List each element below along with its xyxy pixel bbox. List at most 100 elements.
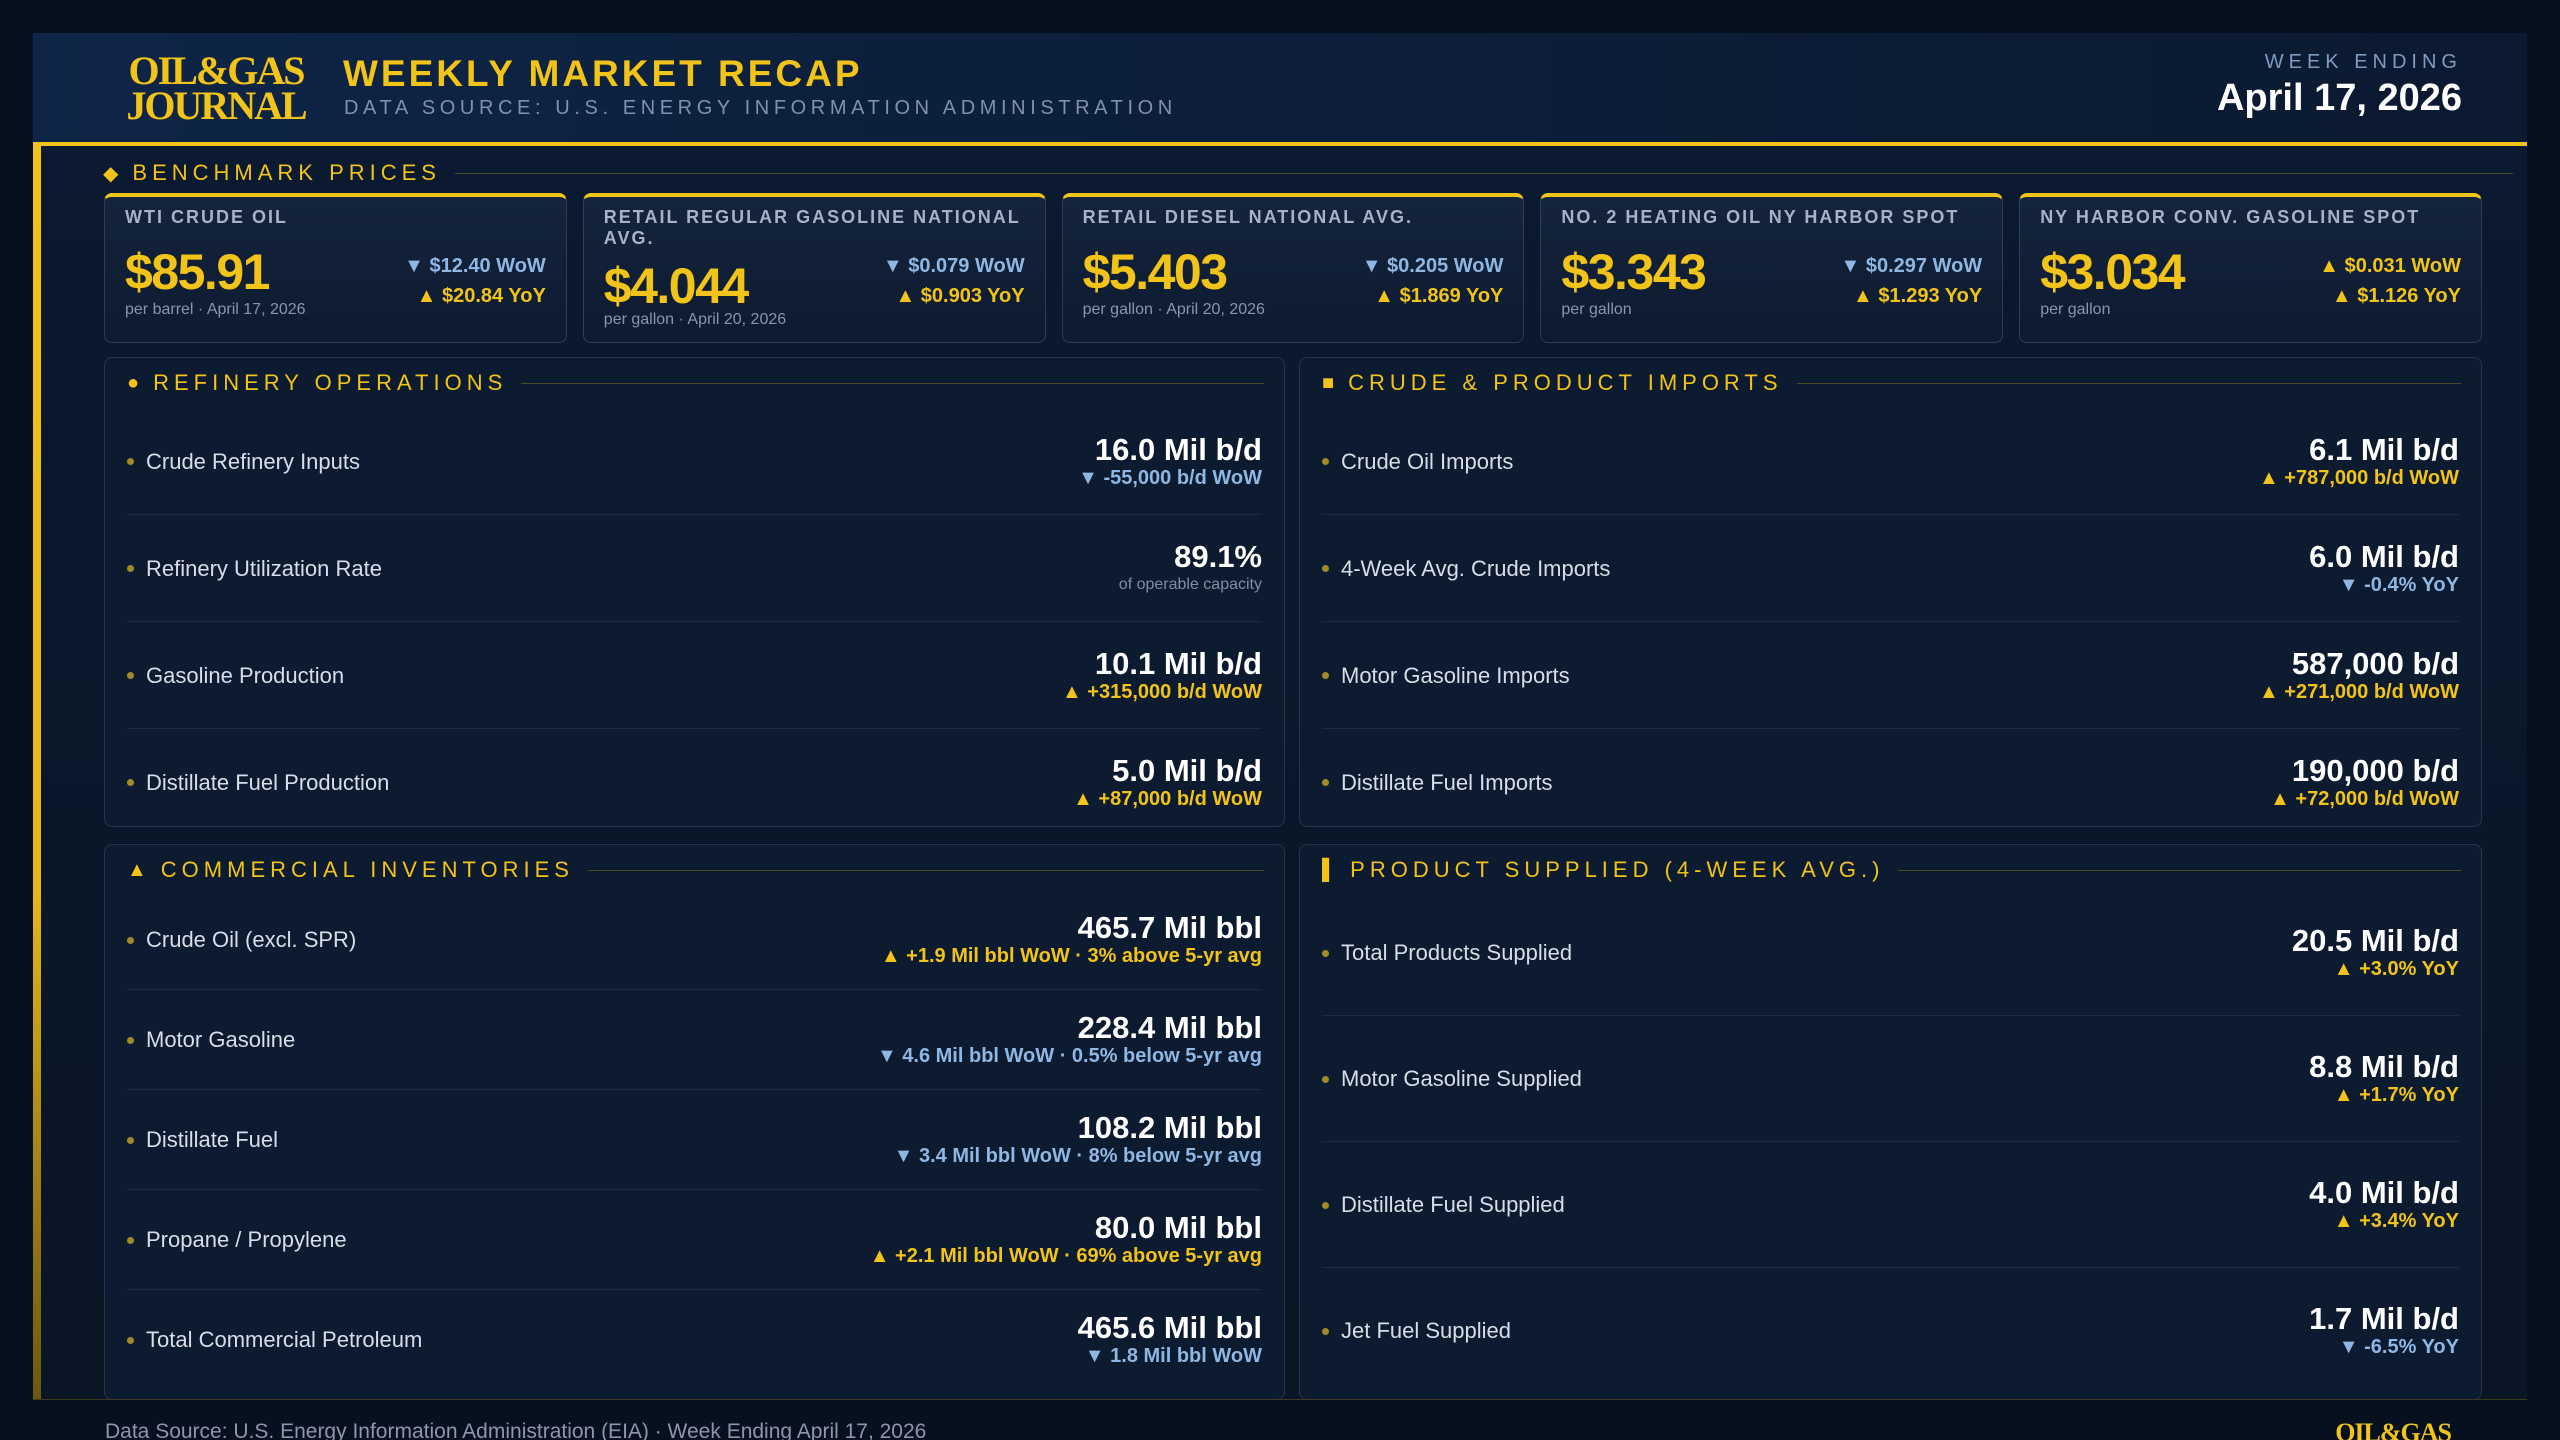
inventories-heading-text: COMMERCIAL INVENTORIES — [160, 857, 574, 882]
refinery-heading: ● REFINERY OPERATIONS — [127, 370, 1264, 396]
metric-change: ▲ +3.4% YoY — [2333, 1210, 2459, 1232]
metric-label: Total Products Supplied — [1322, 940, 1572, 966]
refinery-heading-text: REFINERY OPERATIONS — [153, 370, 508, 395]
metric-value: 587,000 b/d — [2291, 645, 2459, 681]
benchmark-card: RETAIL DIESEL NATIONAL AVG. $5.403 per gal… — [1061, 193, 1525, 343]
metric-row: Propane / Propylene 80.0 Mil bbl ▲ +2.1 Mi… — [127, 1190, 1262, 1290]
heading-rule — [521, 382, 1264, 384]
metric-value: 465.6 Mil bbl — [1077, 1310, 1262, 1345]
metric-change: ▲ +271,000 b/d WoW — [2258, 680, 2459, 703]
metric-label: Crude Oil (excl. SPR) — [127, 927, 356, 953]
metric-row: Motor Gasoline Supplied 8.8 Mil b/d ▲ +1.7… — [1322, 1016, 2459, 1142]
header: OIL&GAS JOURNAL WEEKLY MARKET RECAP DATA… — [33, 33, 2527, 146]
card-label: RETAIL REGULAR GASOLINE NATIONAL AVG. — [603, 207, 1021, 248]
week-ending-date: April 17, 2026 — [2216, 77, 2462, 119]
metric-row: Crude Oil Imports 6.1 Mil b/d ▲ +787,000 b… — [1322, 408, 2459, 515]
wow-change: ▲ $0.031 WoW — [2319, 255, 2461, 277]
metric-label-text: Jet Fuel Supplied — [1341, 1318, 1511, 1343]
metric-value: 465.7 Mil bbl — [1077, 910, 1262, 945]
card-value: $4.044 — [603, 258, 749, 314]
footer-logo: OIL&GAS — [2335, 1418, 2452, 1440]
metric-row: Crude Oil (excl. SPR) 465.7 Mil bbl ▲ +1.9… — [127, 890, 1262, 990]
card-label: NO. 2 HEATING OIL NY HARBOR SPOT — [1561, 207, 1960, 227]
metric-row: Crude Refinery Inputs 16.0 Mil b/d ▼ -55,0… — [127, 408, 1262, 515]
metric-label-text: Crude Refinery Inputs — [146, 448, 360, 474]
metric-value: 5.0 Mil b/d — [1112, 752, 1262, 788]
card-label: RETAIL DIESEL NATIONAL AVG. — [1082, 207, 1413, 227]
metric-label: Distillate Fuel Production — [127, 770, 389, 796]
card-sub: per gallon · April 20, 2026 — [603, 311, 787, 328]
benchmark-card: NY HARBOR CONV. GASOLINE SPOT $3.034 per g… — [2019, 193, 2482, 343]
metric-label-text: Total Products Supplied — [1341, 940, 1573, 965]
metric-change: ▼ -6.5% YoY — [2338, 1336, 2459, 1358]
metric-value: 4.0 Mil b/d — [2309, 1175, 2459, 1210]
logo-line2: JOURNAL — [126, 83, 307, 128]
metric-label-text: Gasoline Production — [146, 662, 345, 688]
card-changes: ▼ $0.297 WoW ▲ $1.293 YoY — [1840, 251, 1982, 311]
metric-label: Refinery Utilization Rate — [127, 556, 382, 582]
card-sub: per gallon · April 20, 2026 — [1082, 301, 1265, 318]
metric-change: ▲ +2.1 Mil bbl WoW · 69% above 5-yr avg — [869, 1245, 1262, 1267]
accent-side-bar — [33, 146, 41, 1399]
heading-rule — [454, 172, 2513, 174]
bullet-dot — [1322, 458, 1329, 465]
metric-label: Motor Gasoline Imports — [1322, 663, 1570, 689]
metric-value: 6.1 Mil b/d — [2309, 431, 2459, 467]
metric-label: Distillate Fuel Supplied — [1322, 1192, 1565, 1218]
wow-change: ▼ $0.297 WoW — [1840, 255, 1983, 277]
metric-label: Jet Fuel Supplied — [1322, 1318, 1511, 1344]
bullet-dot — [1322, 1327, 1329, 1335]
card-sub: per gallon — [1561, 301, 1632, 318]
metric-row: Total Commercial Petroleum 465.6 Mil bbl ▼… — [127, 1290, 1262, 1390]
metric-row: 4-Week Avg. Crude Imports 6.0 Mil b/d ▼ -0… — [1322, 515, 2459, 622]
bullet-dot — [127, 1136, 134, 1144]
metric-change: ▼ 1.8 Mil bbl WoW — [1084, 1345, 1262, 1367]
metric-label: Crude Oil Imports — [1322, 449, 1513, 475]
bullet-dot — [127, 779, 134, 786]
metric-row: Distillate Fuel Production 5.0 Mil b/d ▲ +… — [127, 729, 1262, 836]
metric-row: Gasoline Production 10.1 Mil b/d ▲ +315,00… — [127, 622, 1262, 729]
card-changes: ▼ $0.205 WoW ▲ $1.869 YoY — [1362, 251, 1504, 311]
bullet-dot — [1322, 672, 1329, 679]
footer: Data Source: U.S. Energy Information Adm… — [33, 1399, 2527, 1440]
metric-label-text: Crude Oil Imports — [1341, 448, 1514, 474]
bullet-dot — [1322, 565, 1329, 572]
circle-icon: ● — [127, 371, 140, 394]
metric-label-text: Distillate Fuel Imports — [1341, 769, 1553, 795]
metric-label: Distillate Fuel — [127, 1127, 278, 1153]
heading-rule — [587, 869, 1264, 871]
metric-label: Total Commercial Petroleum — [127, 1327, 422, 1353]
bullet-dot — [1322, 779, 1329, 786]
card-label: NY HARBOR CONV. GASOLINE SPOT — [2040, 207, 2421, 227]
metric-value: 190,000 b/d — [2291, 752, 2459, 788]
metric-row: Distillate Fuel Imports 190,000 b/d ▲ +72,… — [1322, 729, 2459, 836]
metric-row: Jet Fuel Supplied 1.7 Mil b/d ▼ -6.5% YoY — [1322, 1268, 2459, 1394]
metric-label: Motor Gasoline — [127, 1027, 295, 1053]
triangle-icon: ▲ — [127, 858, 147, 881]
metric-value: 89.1% — [1174, 538, 1262, 574]
card-value: $3.343 — [1561, 244, 1706, 300]
metric-label-text: 4-Week Avg. Crude Imports — [1341, 555, 1611, 581]
card-sub: per gallon — [2040, 301, 2111, 318]
metric-change: ▲ +315,000 b/d WoW — [1061, 680, 1262, 703]
metric-row: Refinery Utilization Rate 89.1% of operabl… — [127, 515, 1262, 622]
card-changes: ▼ $12.40 WoW ▲ $20.84 YoY — [404, 251, 546, 311]
metric-label: Crude Refinery Inputs — [127, 449, 360, 475]
dashboard-frame: OIL&GAS JOURNAL WEEKLY MARKET RECAP DATA… — [33, 33, 2527, 1400]
card-value: $3.034 — [2040, 244, 2185, 300]
footer-source: Data Source: U.S. Energy Information Adm… — [105, 1420, 927, 1440]
metric-row: Total Products Supplied 20.5 Mil b/d ▲ +3.… — [1322, 890, 2459, 1016]
metric-value: 1.7 Mil b/d — [2309, 1301, 2459, 1336]
metric-value: 16.0 Mil b/d — [1094, 431, 1262, 467]
imports-heading: ■ CRUDE & PRODUCT IMPORTS — [1322, 370, 2461, 396]
supplied-panel: ▌ PRODUCT SUPPLIED (4-WEEK AVG.) Total P… — [1299, 844, 2482, 1400]
metric-label: Motor Gasoline Supplied — [1322, 1066, 1582, 1092]
logo-line1: OIL&GAS — [128, 48, 306, 93]
refinery-panel: ● REFINERY OPERATIONS Crude Refinery Inp… — [104, 357, 1285, 827]
metric-change: ▼ 3.4 Mil bbl WoW · 8% below 5-yr avg — [893, 1145, 1262, 1167]
metric-label: Gasoline Production — [127, 663, 344, 689]
metric-row: Motor Gasoline Imports 587,000 b/d ▲ +271,… — [1322, 622, 2459, 729]
yoy-change: ▲ $1.126 YoY — [2331, 285, 2461, 307]
wow-change: ▼ $0.079 WoW — [882, 255, 1025, 277]
metric-change: ▼ -0.4% YoY — [2338, 573, 2459, 596]
